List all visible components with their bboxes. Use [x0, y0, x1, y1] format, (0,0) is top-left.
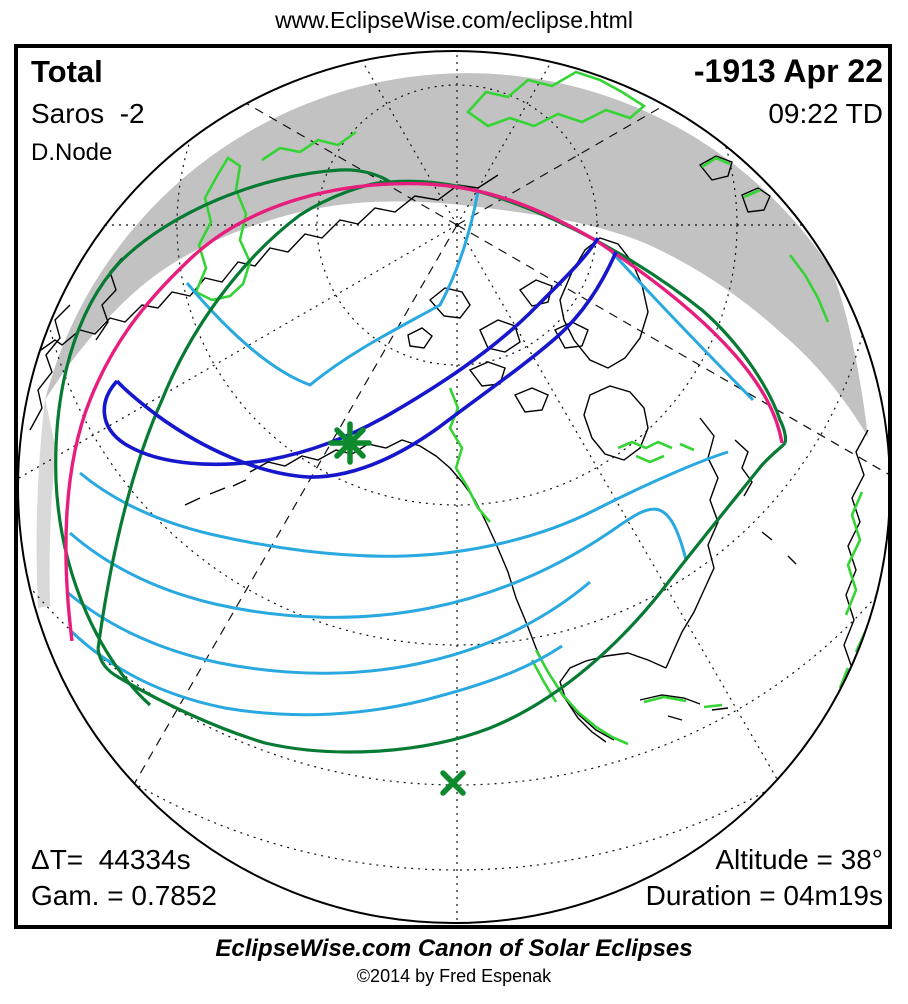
coastline-gulf-mexico — [559, 652, 667, 743]
coastline-hudson-bay — [583, 385, 649, 461]
altitude-value: Altitude = 38° — [715, 844, 883, 875]
coastline-iceland-uk — [698, 155, 771, 213]
coastline-alaska — [249, 439, 463, 483]
coastline-kuril — [29, 304, 71, 431]
coastlines — [29, 155, 869, 743]
night-shadow-region — [36, 73, 868, 608]
node-label: D.Node — [31, 139, 113, 166]
subsolar-point-marker-icon — [440, 770, 466, 796]
coastline-arctic-archipelago — [407, 279, 589, 413]
coast-highlights — [194, 54, 868, 746]
eclipse-curves — [54, 168, 788, 796]
footer-copyright: ©2014 by Fred Espenak — [356, 966, 552, 986]
max-eclipse-curve-1 — [79, 450, 729, 558]
coastline-east-coast — [665, 417, 719, 669]
umbral-north-limit — [102, 237, 600, 467]
night-shadow-crescent — [45, 73, 868, 437]
sunset-curve-east-bottom — [96, 441, 787, 754]
eclipse-type-label: Total — [31, 54, 103, 89]
coastline-west-coast — [461, 481, 615, 741]
max-eclipse-curve-ne — [608, 248, 755, 402]
site-url: www.EclipseWise.com/eclipse.html — [275, 7, 633, 33]
coast-highlight-scandinavia — [466, 70, 647, 128]
saros-label: Saros -2 — [31, 98, 145, 129]
gamma-value: Gam. = 0.7852 — [31, 880, 218, 911]
footer-title: EclipseWise.com Canon of Solar Eclipses — [215, 935, 693, 962]
meridian-line — [18, 51, 458, 226]
max-eclipse-curve-4 — [70, 630, 563, 717]
umbral-path-curves — [102, 237, 618, 479]
delta-t-value: ΔT= 44334s — [31, 844, 191, 875]
max-eclipse-curve-3 — [67, 580, 591, 675]
meridian-line — [106, 224, 458, 832]
coastline-newfoundland — [734, 439, 753, 497]
duration-value: Duration = 04m19s — [645, 880, 883, 911]
meridian-line — [18, 224, 458, 576]
sunrise-curve-west-inner — [96, 180, 391, 650]
coast-highlight-right-limb — [838, 491, 868, 689]
meridian-line — [456, 224, 808, 832]
coast-highlight-iceland — [701, 156, 761, 199]
coastline-caribbean — [639, 531, 797, 721]
sunrise-curve-west-outer — [54, 168, 391, 707]
coast-highlight-caribbean — [643, 695, 723, 709]
umbral-south-limit — [115, 251, 618, 479]
eclipse-date: -1913 Apr 22 — [693, 53, 883, 89]
twilight-shadow-band — [36, 398, 56, 608]
coast-highlight-chukotka — [261, 130, 357, 162]
eclipse-time: 09:22 TD — [768, 98, 883, 129]
globe-outline — [17, 50, 891, 924]
penumbral-limit-curve — [64, 181, 784, 642]
greatest-eclipse-marker-icon — [328, 421, 372, 465]
map-markers — [328, 421, 466, 796]
coastline-greenland — [559, 237, 649, 369]
max-eclipse-curve-polar — [185, 190, 480, 387]
coast-highlight-alaska-coast — [448, 387, 491, 523]
max-eclipse-curve-2 — [69, 507, 688, 619]
coast-highlight-great-lakes — [617, 440, 695, 464]
meridian-line — [456, 224, 890, 576]
max-eclipse-curves — [67, 190, 755, 717]
coast-highlight-kamchatka — [194, 156, 252, 302]
coast-highlight-ne-limb — [788, 254, 830, 323]
coastline-aleutians — [184, 479, 247, 506]
meridian-line — [456, 51, 890, 226]
